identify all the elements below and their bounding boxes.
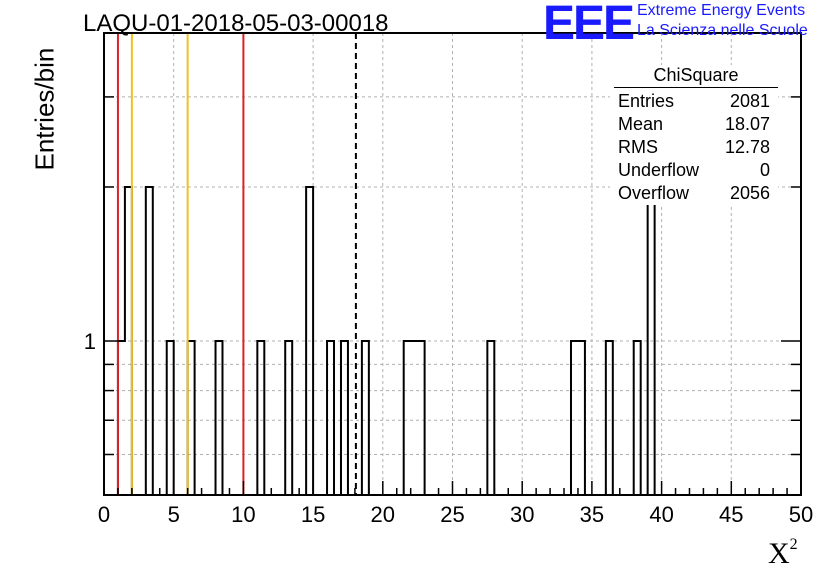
stats-row: Underflow 0 bbox=[610, 159, 778, 182]
x-tick-label: 25 bbox=[440, 502, 464, 527]
stats-label: RMS bbox=[618, 137, 658, 157]
stats-value: 0 bbox=[759, 160, 770, 180]
stats-value: 12.78 bbox=[724, 137, 770, 157]
x-tick-label: 15 bbox=[301, 502, 325, 527]
x-tick-label: 5 bbox=[168, 502, 180, 527]
stats-label: Entries bbox=[618, 91, 675, 111]
x-tick-label: 40 bbox=[649, 502, 673, 527]
stats-value: 18.07 bbox=[724, 114, 770, 134]
stats-row: Mean 18.07 bbox=[610, 113, 778, 136]
stats-label: Overflow bbox=[618, 183, 690, 203]
x-tick-label: 45 bbox=[719, 502, 743, 527]
stats-label: Mean bbox=[618, 114, 664, 134]
x-axis-label-superscript: 2 bbox=[789, 536, 798, 553]
stats-title: ChiSquare bbox=[614, 65, 778, 88]
stats-label: Underflow bbox=[618, 160, 700, 180]
x-tick-label: 10 bbox=[231, 502, 255, 527]
stats-row: Entries 2081 bbox=[610, 90, 778, 113]
x-tick-label: 20 bbox=[371, 502, 395, 527]
stats-box: ChiSquare Entries 2081 Mean 18.07 RMS 12.78… bbox=[610, 65, 778, 205]
stats-row: Overflow 2056 bbox=[610, 182, 778, 205]
x-tick-label: 50 bbox=[789, 502, 813, 527]
y-tick-label: 1 bbox=[84, 329, 96, 354]
y-axis-label: Entries/bin bbox=[29, 47, 60, 171]
stats-value: 2081 bbox=[729, 91, 770, 111]
x-axis-label-base: X bbox=[768, 537, 790, 570]
stats-value: 2056 bbox=[729, 183, 770, 203]
logo-line-1: Extreme Energy Events bbox=[637, 2, 806, 19]
eee-logo: EEE bbox=[543, 0, 635, 50]
x-tick-label: 30 bbox=[510, 502, 534, 527]
logo-line-2: La Scienza nelle Scuole bbox=[637, 22, 808, 39]
x-axis-label: X2 bbox=[768, 536, 798, 571]
x-tick-label: 35 bbox=[580, 502, 604, 527]
stats-row: RMS 12.78 bbox=[610, 136, 778, 159]
chart-title: LAQU-01-2018-05-03-00018 bbox=[83, 10, 389, 37]
x-tick-label: 0 bbox=[98, 502, 110, 527]
